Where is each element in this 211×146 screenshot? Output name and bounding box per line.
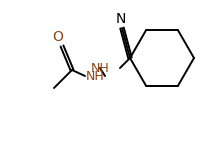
- Text: O: O: [53, 30, 64, 44]
- Text: N: N: [116, 12, 126, 26]
- Text: NH: NH: [91, 61, 110, 74]
- Text: NH: NH: [86, 69, 104, 82]
